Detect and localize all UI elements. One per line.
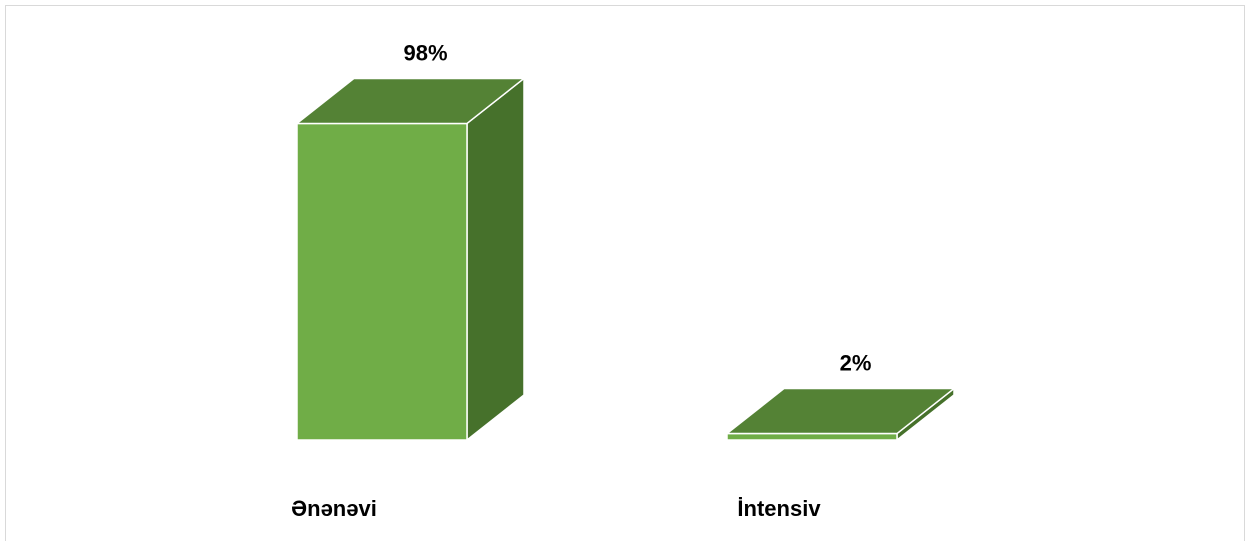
category-label: Ənənəvi: [291, 496, 377, 521]
bar-top-face: [726, 387, 955, 435]
bar-1: [296, 77, 525, 441]
bar-side-face: [466, 77, 525, 441]
bar-front-face: [296, 122, 468, 441]
data-label: 2%: [840, 351, 872, 376]
category-label: İntensiv: [737, 496, 821, 521]
bar-top-face: [296, 77, 525, 125]
data-label: 98%: [403, 40, 447, 65]
bar-2: [726, 387, 955, 441]
bar-front-face: [726, 432, 898, 441]
